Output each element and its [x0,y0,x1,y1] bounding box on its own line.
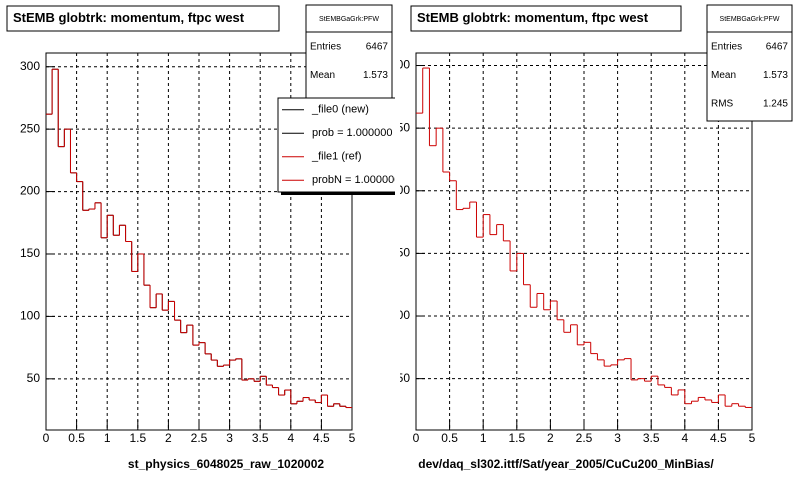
stats-label: Mean [310,70,335,81]
x-tick-label: 4.5 [710,431,727,445]
title-box [6,5,280,32]
x-tick-label: 0.5 [441,431,458,445]
y-tick-label: 250 [390,120,410,134]
x-tick-label: 1.5 [508,431,525,445]
x-tick-label: 2.5 [191,431,208,445]
y-tick-label: 100 [390,308,410,322]
stats-value: 1.573 [763,70,788,81]
x-tick-label: 1 [104,431,111,445]
legend-label: _file0 (new) [311,104,369,116]
stats-label: Mean [711,70,736,81]
stats-value: 1.573 [363,70,388,81]
x-tick-label: 3 [614,431,621,445]
x-axis-label: st_physics_6048025_raw_1020002 [128,457,324,471]
title-box [410,5,682,32]
x-tick-label: 2 [165,431,172,445]
x-tick-label: 1 [480,431,487,445]
y-tick-label: 150 [390,246,410,260]
legend-label: probN = 1.000000 [312,174,400,186]
stats-header: StEMBGaGrk:PFW [319,16,379,23]
x-tick-label: 5 [349,431,356,445]
x-tick-label: 3 [226,431,233,445]
x-tick-label: 0.5 [68,431,85,445]
legend-label: _file1 (ref) [311,151,362,163]
chart-title: StEMB globtrk: momentum, ftpc west [13,10,245,25]
x-tick-label: 0 [43,431,50,445]
x-tick-label: 4 [287,431,294,445]
x-axis-label: dev/daq_sl302.ittf/Sat/year_2005/CuCu200… [418,457,714,471]
legend-label: prob = 1.000000 [312,127,392,139]
stats-value: 6467 [766,42,789,53]
stats-label: Entries [310,42,341,53]
pad-right: 0 0.5 1 1.5 2 2.5 3 3.5 4 4.5 5 50 100 150 200 250 300 St… [390,4,793,471]
y-tick-label: 50 [27,371,41,385]
x-tick-label: 0 [413,431,420,445]
y-tick-label: 50 [397,371,411,385]
x-tick-label: 2 [547,431,554,445]
pad-left: 0 0.5 1 1.5 2 2.5 3 3.5 4 4.5 5 50 100 150 200 250 300 St… [6,4,400,471]
y-tick-label: 300 [20,59,40,73]
x-tick-label: 3.5 [643,431,660,445]
y-tick-label: 200 [390,183,410,197]
legend-box [277,97,395,193]
x-tick-label: 1.5 [129,431,146,445]
y-tick-label: 200 [20,184,40,198]
stats-value: 1.245 [763,99,788,110]
y-tick-label: 150 [20,246,40,260]
stats-label: RMS [711,99,734,110]
x-tick-label: 4.5 [313,431,330,445]
stats-box [706,4,793,122]
stats-value: 6467 [366,42,389,53]
x-tick-label: 2.5 [576,431,593,445]
x-tick-label: 4 [681,431,688,445]
x-tick-label: 3.5 [252,431,269,445]
y-tick-label: 250 [20,121,40,135]
chart-title: StEMB globtrk: momentum, ftpc west [417,10,649,25]
y-tick-label: 100 [20,309,40,323]
y-tick-label: 300 [390,58,410,72]
x-tick-label: 5 [749,431,756,445]
stats-box [305,4,393,101]
stats-header: StEMBGaGrk:PFW [720,16,780,23]
stats-label: Entries [711,42,742,53]
